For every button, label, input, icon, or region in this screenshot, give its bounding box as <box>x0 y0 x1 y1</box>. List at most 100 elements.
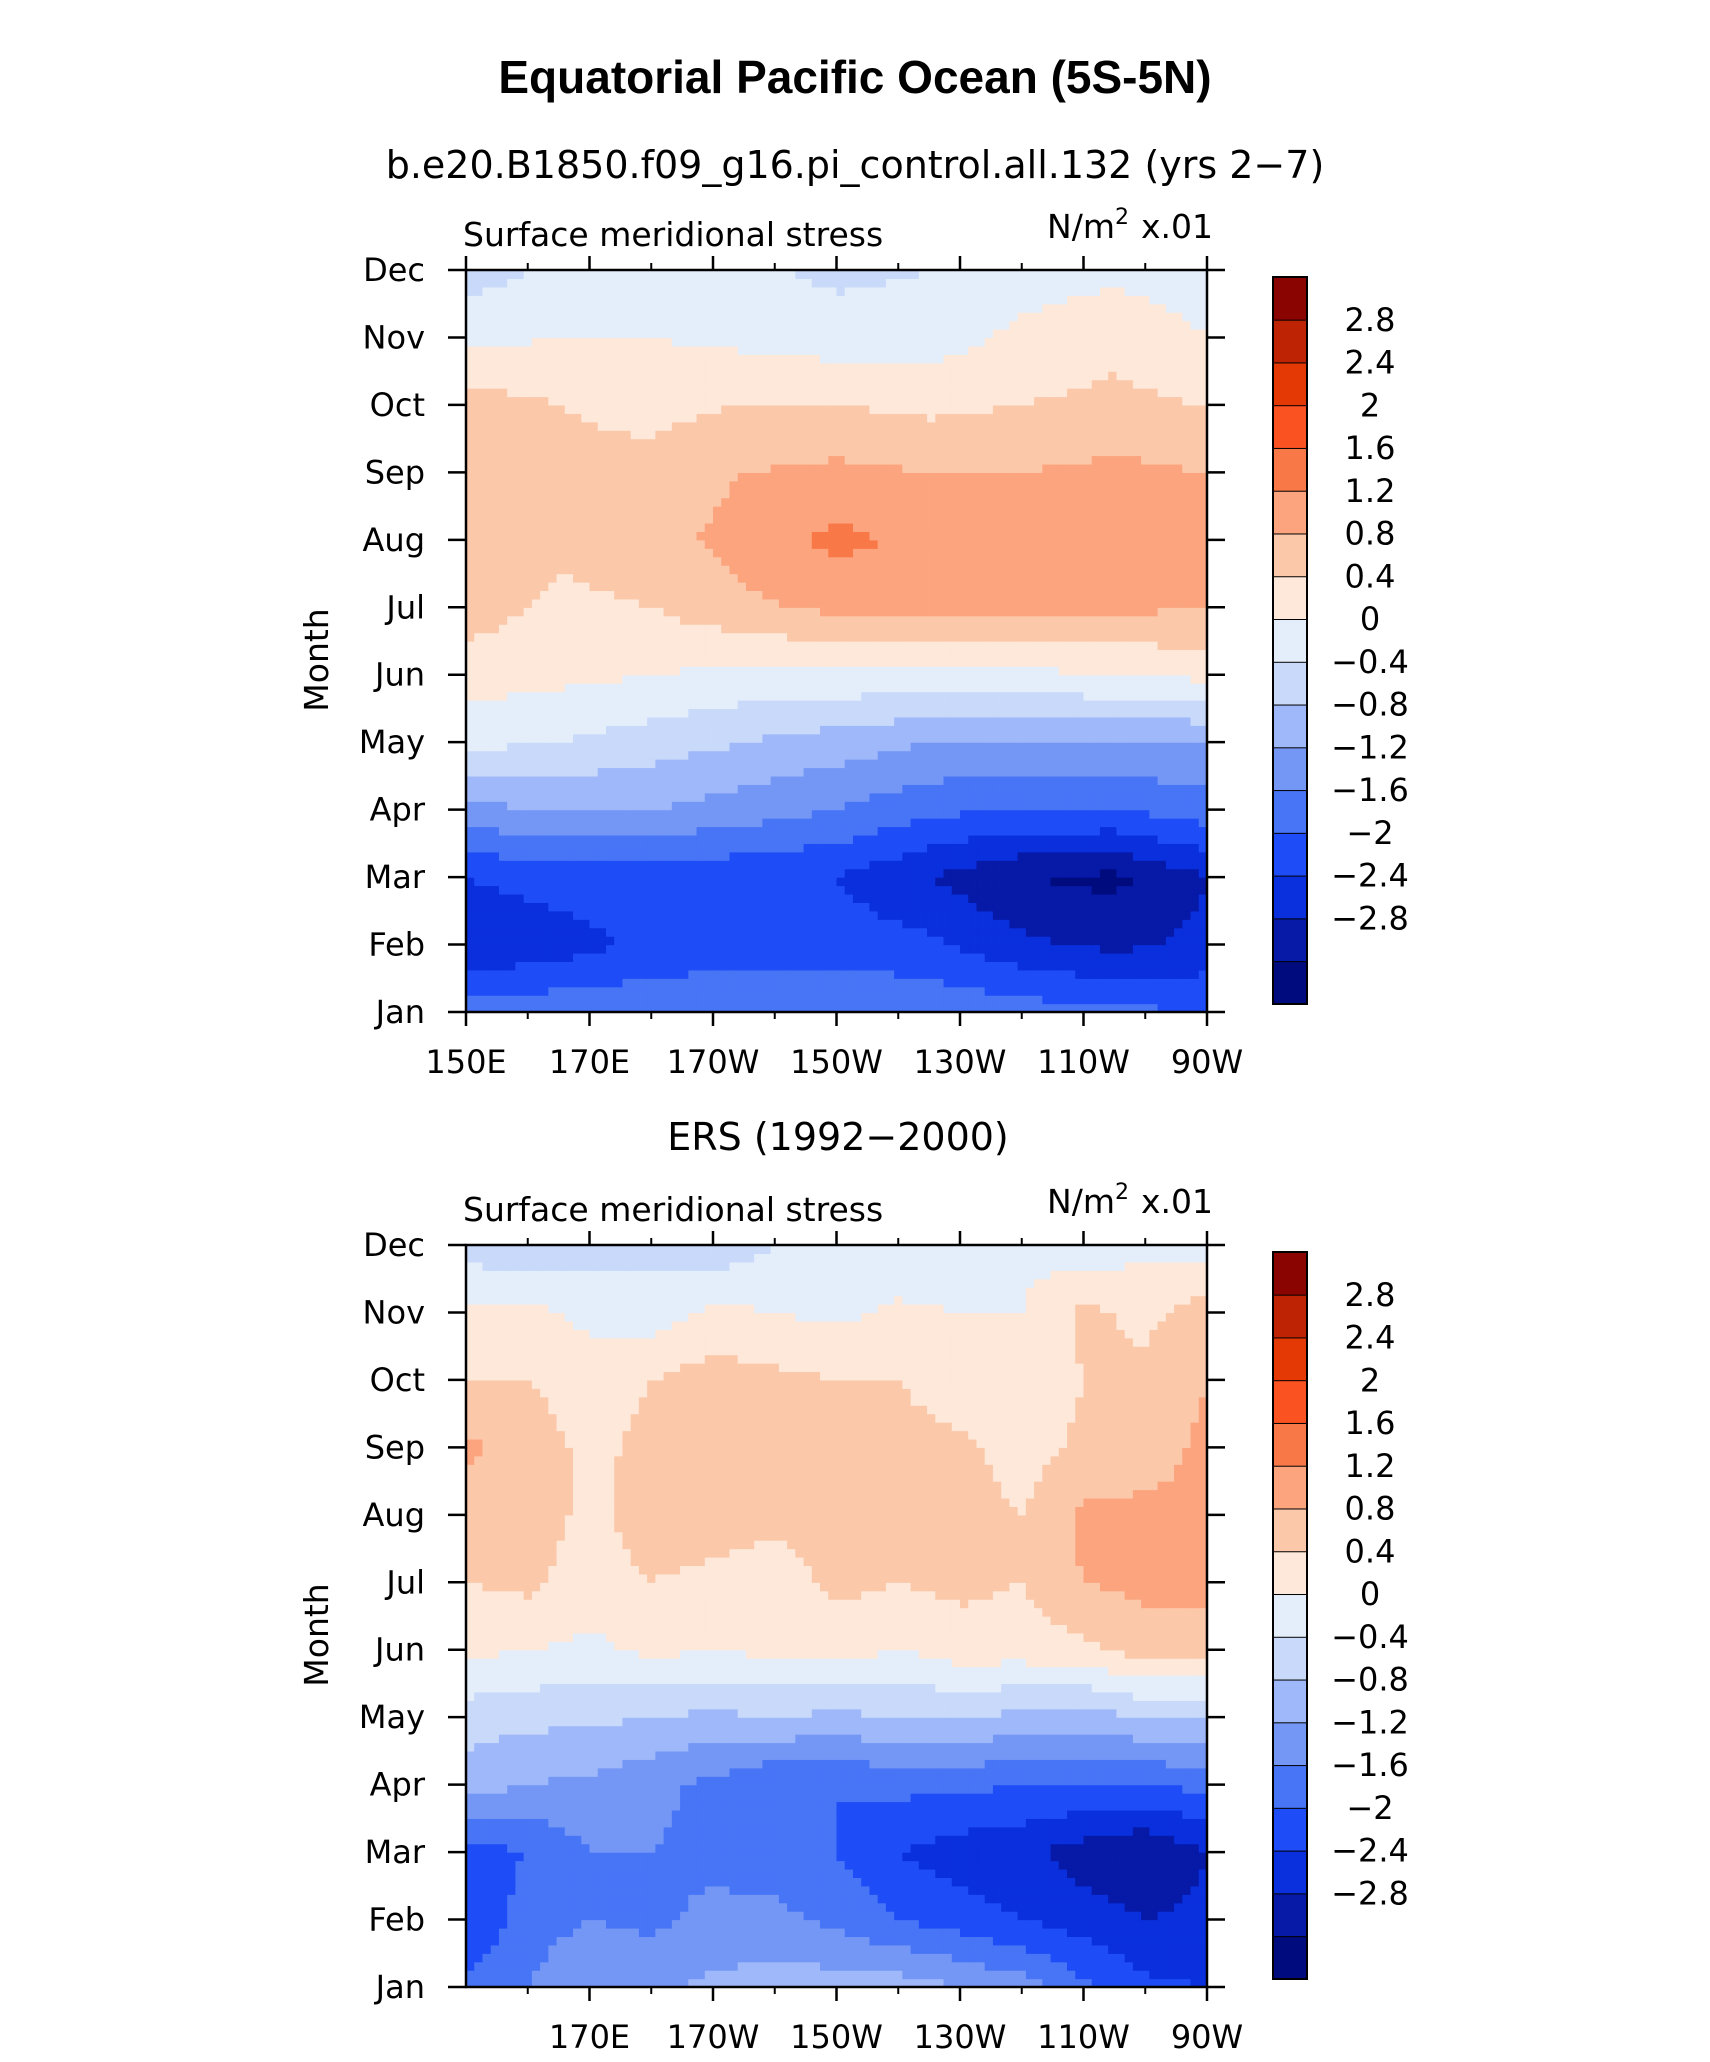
heatmap-cell <box>1025 885 1035 895</box>
heatmap-cell <box>770 641 780 651</box>
heatmap-cell <box>1017 573 1027 583</box>
heatmap-cell <box>951 649 961 659</box>
heatmap-cell <box>1034 893 1043 903</box>
heatmap-cell <box>902 700 912 710</box>
heatmap-cell <box>745 868 755 878</box>
heatmap-cell <box>540 877 549 887</box>
heatmap-cell <box>1034 674 1043 684</box>
heatmap-cell <box>1198 683 1208 693</box>
heatmap-cell <box>540 1003 549 1013</box>
heatmap-cell <box>1124 868 1134 878</box>
heatmap-cell <box>1198 801 1208 811</box>
heatmap-cell <box>820 674 829 684</box>
heatmap-cell <box>713 792 722 802</box>
heatmap-cell <box>861 615 871 625</box>
heatmap-cell <box>507 539 516 549</box>
heatmap-cell <box>564 784 574 794</box>
heatmap-cell <box>1141 834 1150 844</box>
heatmap-cell <box>721 877 731 887</box>
heatmap-cell <box>490 683 500 693</box>
heatmap-cell <box>680 691 689 701</box>
heatmap-cell <box>935 615 945 625</box>
heatmap-cell <box>507 961 516 971</box>
heatmap-cell <box>1099 632 1109 642</box>
heatmap-cell <box>1050 632 1060 642</box>
heatmap-cell <box>902 716 912 726</box>
heatmap-cell <box>1132 885 1142 895</box>
heatmap-cell <box>1058 733 1068 743</box>
heatmap-cell <box>1034 750 1043 760</box>
heatmap-cell <box>795 885 805 895</box>
heatmap-cell <box>507 624 516 634</box>
heatmap-cell <box>885 581 895 592</box>
heatmap-cell <box>918 784 928 794</box>
heatmap-cell <box>721 936 731 946</box>
heatmap-cell <box>1025 944 1035 954</box>
heatmap-cell <box>1091 700 1101 710</box>
heatmap-cell <box>992 590 1002 600</box>
heatmap-cell <box>655 834 665 844</box>
figure-title: Equatorial Pacific Ocean (5S-5N) <box>498 51 1211 103</box>
heatmap-cell <box>927 733 936 743</box>
heatmap-cell <box>869 978 879 988</box>
heatmap-cell <box>910 700 920 710</box>
heatmap-cell <box>688 641 698 651</box>
heatmap-cell <box>984 556 994 566</box>
heatmap-cell <box>498 910 508 920</box>
heatmap-cell <box>1091 784 1101 794</box>
heatmap-cell <box>1034 818 1043 828</box>
heatmap-cell <box>647 784 656 794</box>
heatmap-cell <box>770 691 780 701</box>
heatmap-cell <box>1034 565 1043 575</box>
heatmap-cell <box>795 624 805 634</box>
heatmap-cell <box>605 666 615 676</box>
heatmap-cell <box>704 801 714 811</box>
heatmap-cell <box>1190 809 1200 819</box>
heatmap-cell <box>614 969 624 979</box>
heatmap-cell <box>787 801 796 811</box>
heatmap-cell <box>721 683 731 693</box>
heatmap-cell <box>992 598 1002 608</box>
heatmap-cell <box>778 910 788 920</box>
heatmap-cell <box>1141 910 1150 920</box>
heatmap-cell <box>778 809 788 819</box>
heatmap-cell <box>745 809 755 819</box>
heatmap-cell <box>1009 767 1019 777</box>
heatmap-cell <box>605 708 615 718</box>
heatmap-cell <box>885 708 895 718</box>
heatmap-cell <box>984 961 994 971</box>
heatmap-cell <box>1075 742 1085 752</box>
heatmap-cell <box>647 716 656 726</box>
heatmap-cell <box>737 877 747 887</box>
heatmap-cell <box>573 1003 582 1013</box>
heatmap-cell <box>902 565 912 575</box>
heatmap-cell <box>984 674 994 684</box>
heatmap-cell <box>630 657 640 667</box>
heatmap-cell <box>1198 598 1208 608</box>
heatmap-cell <box>935 902 945 912</box>
heatmap-cell <box>877 759 887 769</box>
heatmap-cell <box>811 860 821 870</box>
heatmap-cell <box>836 573 846 583</box>
heatmap-cell <box>1132 826 1142 836</box>
heatmap-cell <box>1075 818 1085 828</box>
heatmap-cell <box>1001 548 1010 558</box>
heatmap-cell <box>688 750 698 760</box>
heatmap-cell <box>1124 657 1134 667</box>
heatmap-cell <box>696 868 706 878</box>
heatmap-cell <box>1116 700 1126 710</box>
heatmap-cell <box>828 759 838 769</box>
heatmap-cell <box>1141 742 1150 752</box>
heatmap-cell <box>564 556 574 566</box>
heatmap-cell <box>507 986 516 996</box>
heatmap-cell <box>498 995 508 1005</box>
heatmap-cell <box>663 995 673 1005</box>
heatmap-cell <box>630 784 640 794</box>
heatmap-cell <box>918 868 928 878</box>
heatmap-cell <box>745 691 755 701</box>
heatmap-cell <box>869 952 879 963</box>
heatmap-cell <box>869 581 879 592</box>
heatmap-cell <box>877 649 887 659</box>
heatmap-cell <box>1009 733 1019 743</box>
heatmap-cell <box>1190 969 1200 979</box>
